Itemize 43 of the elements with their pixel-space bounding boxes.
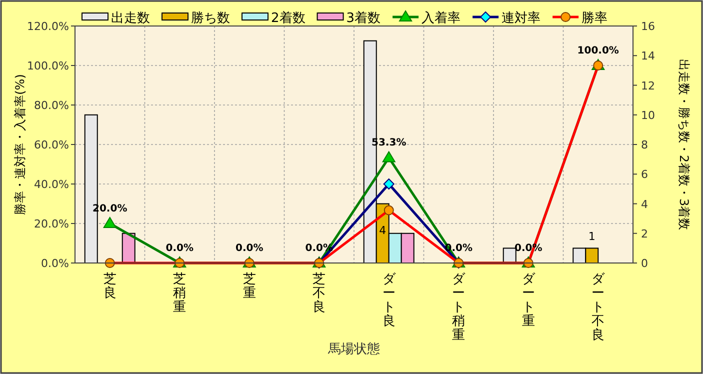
legend-label: 3着数 [346,10,381,26]
x-tick-label: 芝不良 [312,272,326,315]
y-axis-title: 勝率・連対率・入着率(%) [13,74,27,215]
y-tick-label: 80.0% [34,99,69,112]
x-tick-label: ダート良 [382,272,396,329]
x-tick-label: ダート稍重 [452,272,466,343]
y2-tick-label: 10 [641,108,655,122]
x-axis-title: 馬場状態 [327,342,380,357]
y2-tick-label: 8 [641,138,648,152]
y2-tick-label: 6 [641,168,648,182]
y2-tick-label: 16 [641,20,655,33]
y-tick-label: 40.0% [34,178,69,191]
y2-tick-label: 0 [641,257,648,270]
y2-tick-label: 2 [641,227,648,240]
x-tick-label: 芝良 [103,272,116,301]
x-tick-label: ダート不良 [592,272,606,343]
bar [502,248,516,264]
point [383,178,394,190]
data-label: 100.0% [577,46,619,56]
y2-tick-label: 12 [641,79,655,92]
point [103,217,116,228]
data-label: 0.0% [166,243,194,254]
y2-tick-label: 14 [641,50,655,63]
y-tick-label: 120.0% [27,20,69,33]
legend-label: 出走数 [111,11,150,26]
y2-axis-title: 出走数・勝ち数・2着数・3着数 [677,58,691,230]
y2-tick-label: 4 [641,198,648,211]
y-tick-label: 0.0% [41,257,69,270]
x-tick-label: ダート重 [522,272,536,329]
data-label: 1 [588,230,596,244]
x-tick-label: 芝稍重 [173,272,186,315]
y-tick-label: 20.0% [34,218,69,230]
x-tick-label: 芝重 [242,272,256,301]
legend-label: 勝ち数 [191,11,230,26]
data-label: 0.0% [236,243,264,254]
point [382,151,396,162]
legend-label: 勝率 [582,10,608,26]
y-tick-label: 60.0% [34,138,69,152]
legend-label: 入着率 [422,10,461,26]
y-tick-label: 100.0% [27,60,69,72]
legend-label: 連対率 [502,10,541,26]
legend-label: 2着数 [271,10,306,26]
data-label: 4 [379,224,386,237]
